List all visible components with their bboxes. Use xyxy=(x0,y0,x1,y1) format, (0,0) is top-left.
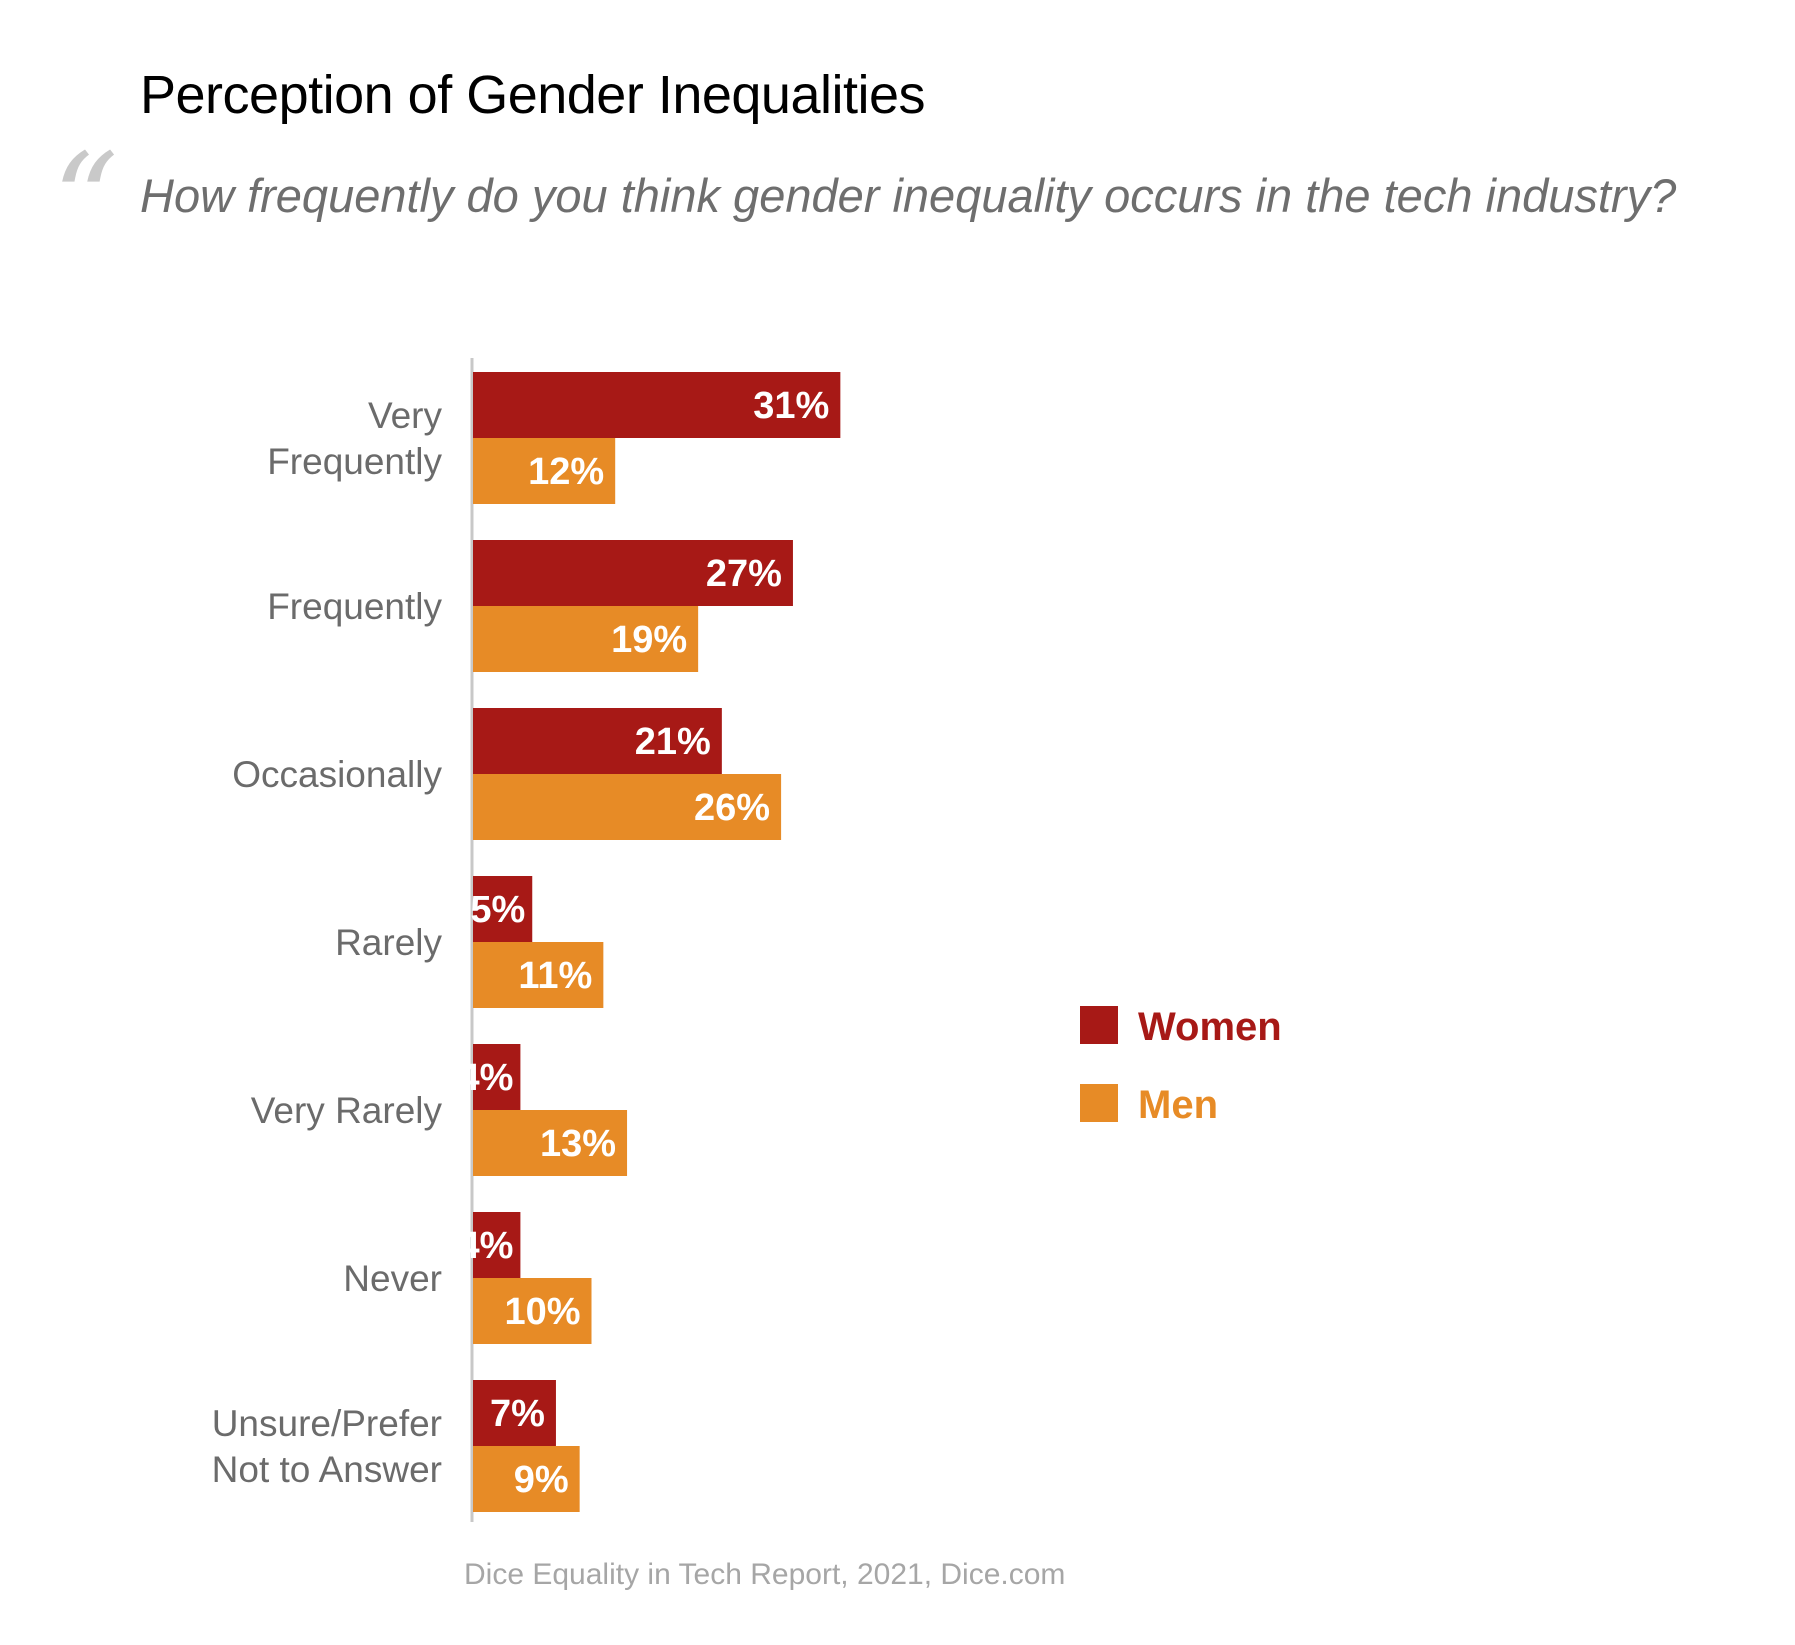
chart-title: Perception of Gender Inequalities xyxy=(140,65,926,125)
bar-men-6 xyxy=(473,1446,580,1512)
data-label: 9% xyxy=(514,1459,569,1501)
bar-women-6 xyxy=(473,1380,556,1446)
data-label: 4% xyxy=(458,1057,513,1099)
legend-swatch-women xyxy=(1080,1006,1118,1044)
category-label: Rarely xyxy=(335,922,442,963)
data-label: 5% xyxy=(470,889,525,931)
data-label: 13% xyxy=(540,1123,616,1165)
data-label: 19% xyxy=(611,619,687,661)
legend-label-women: Women xyxy=(1138,1005,1282,1049)
category-label: Not to Answer xyxy=(212,1449,442,1490)
category-label: Very xyxy=(368,395,443,436)
bar-women-1 xyxy=(473,540,793,606)
data-label: 7% xyxy=(490,1393,545,1435)
data-label: 4% xyxy=(458,1225,513,1267)
data-label: 12% xyxy=(528,451,604,493)
quote-mark-icon: “ xyxy=(52,125,119,277)
legend-label-men: Men xyxy=(1138,1083,1218,1127)
data-label: 26% xyxy=(694,787,770,829)
bar-men-2 xyxy=(473,774,782,840)
bar-women-3 xyxy=(473,876,533,942)
bar-women-4 xyxy=(473,1044,521,1110)
bar-women-5 xyxy=(473,1212,521,1278)
category-label: Occasionally xyxy=(232,754,442,795)
bar-men-1 xyxy=(473,606,699,672)
legend-swatch-men xyxy=(1080,1084,1118,1122)
bar-women-0 xyxy=(473,372,841,438)
bar-women-2 xyxy=(473,708,722,774)
bar-men-5 xyxy=(473,1278,592,1344)
source-note: Dice Equality in Tech Report, 2021, Dice… xyxy=(464,1558,1066,1591)
category-label: Unsure/Prefer xyxy=(212,1403,442,1444)
bar-men-0 xyxy=(473,438,616,504)
data-label: 21% xyxy=(635,721,711,763)
category-label: Very Rarely xyxy=(251,1090,443,1131)
bar-men-3 xyxy=(473,942,604,1008)
chart-subtitle: How frequently do you think gender inequ… xyxy=(140,169,1677,222)
data-label: 27% xyxy=(706,553,782,595)
category-label: Frequently xyxy=(267,441,442,482)
category-label: Frequently xyxy=(267,586,442,627)
data-label: 11% xyxy=(518,955,592,997)
category-label: Never xyxy=(343,1258,442,1299)
data-label: 10% xyxy=(504,1291,580,1333)
bar-men-4 xyxy=(473,1110,628,1176)
data-label: 31% xyxy=(753,385,829,427)
